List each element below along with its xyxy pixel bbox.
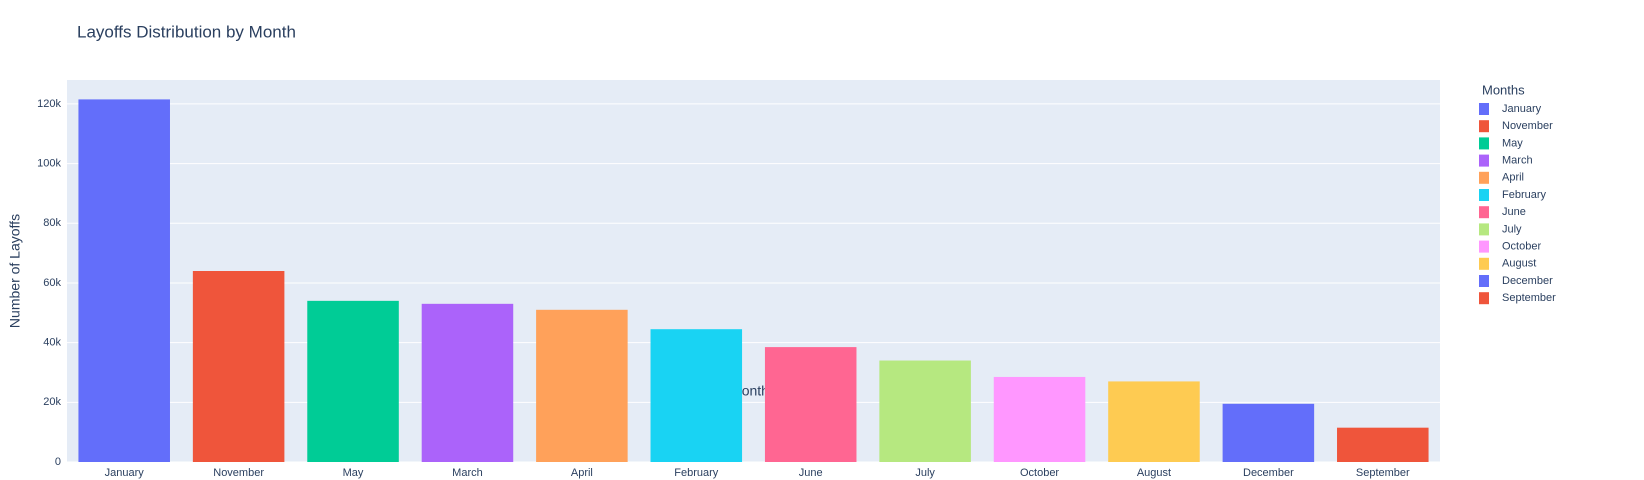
x-tick-label: October <box>1020 467 1059 479</box>
legend-label: June <box>1502 206 1526 218</box>
y-tick-label: 100k <box>37 157 61 169</box>
bar <box>78 99 170 462</box>
legend-label: September <box>1502 292 1556 304</box>
legend-label: January <box>1502 103 1542 115</box>
legend-swatch <box>1479 206 1489 219</box>
legend-swatch <box>1479 103 1489 115</box>
bar <box>307 300 399 462</box>
y-tick-label: 0 <box>55 456 61 468</box>
x-tick-label: November <box>213 467 264 479</box>
legend-label: October <box>1502 241 1541 253</box>
bar <box>764 347 857 462</box>
x-tick-label: March <box>452 467 483 479</box>
x-tick-label: September <box>1356 467 1410 479</box>
bar <box>421 303 514 462</box>
x-tick-label: June <box>799 467 823 479</box>
bar <box>192 271 285 462</box>
x-tick-label: December <box>1243 467 1294 479</box>
bar <box>536 309 628 462</box>
y-tick-label: 60k <box>43 277 61 289</box>
legend-label: July <box>1502 223 1522 235</box>
legend-swatch <box>1479 189 1489 201</box>
bar <box>993 376 1086 462</box>
x-tick-label: February <box>674 467 719 479</box>
legend-label: May <box>1502 137 1523 149</box>
legend-swatch <box>1479 292 1489 305</box>
legend-swatch <box>1479 137 1489 150</box>
bar <box>879 360 971 462</box>
y-axis-title: Number of Layoffs <box>7 214 23 328</box>
bar <box>1108 381 1200 462</box>
legend-swatch <box>1479 223 1489 236</box>
y-tick-label: 120k <box>37 98 61 110</box>
legend-swatch <box>1479 275 1489 287</box>
bar <box>650 329 743 462</box>
plot-area <box>67 80 1440 462</box>
legend-swatch <box>1479 154 1489 167</box>
legend-label: February <box>1502 189 1547 201</box>
legend-label: December <box>1502 275 1553 287</box>
x-tick-label: July <box>915 467 935 479</box>
y-tick-label: 80k <box>43 217 61 229</box>
y-tick-label: 40k <box>43 337 61 349</box>
legend-swatch <box>1479 257 1489 270</box>
x-tick-label: August <box>1137 467 1171 479</box>
chart-title: Layoffs Distribution by Month <box>77 22 296 41</box>
x-tick-label: May <box>343 467 364 479</box>
legend-label: August <box>1502 258 1536 270</box>
legend-swatch <box>1479 120 1489 133</box>
x-tick-label: April <box>571 467 593 479</box>
legend-title: Months <box>1482 82 1525 97</box>
legend-label: April <box>1502 172 1524 184</box>
x-tick-label: January <box>105 467 145 479</box>
y-tick-label: 20k <box>43 396 61 408</box>
legend-swatch <box>1479 171 1489 184</box>
legend-swatch <box>1479 240 1489 253</box>
bar <box>1337 427 1429 462</box>
bar <box>1222 403 1315 462</box>
legend-label: March <box>1502 155 1533 167</box>
legend-label: November <box>1502 120 1553 132</box>
